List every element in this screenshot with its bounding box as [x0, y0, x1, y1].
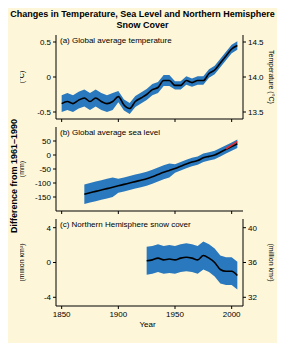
svg-text:-150: -150	[35, 193, 52, 202]
svg-text:-100: -100	[35, 179, 52, 188]
svg-text:Temperature (°C): Temperature (°C)	[267, 50, 275, 104]
svg-text:14.0: 14.0	[248, 73, 264, 82]
svg-text:2000: 2000	[223, 310, 241, 319]
svg-text:-50: -50	[39, 165, 51, 174]
svg-text:0: 0	[47, 73, 52, 82]
svg-text:0: 0	[47, 151, 52, 160]
svg-text:(million km²): (million km²)	[20, 243, 26, 281]
svg-text:0: 0	[47, 258, 52, 267]
html-text:(a) Global average temperature: (a) Global average temperature	[60, 36, 172, 45]
svg-text:1950: 1950	[166, 310, 184, 319]
svg-text:-4: -4	[44, 293, 52, 302]
svg-text:32: 32	[248, 293, 257, 302]
svg-text:1900: 1900	[109, 310, 127, 319]
svg-text:0.5: 0.5	[40, 38, 52, 47]
svg-text:36: 36	[248, 258, 257, 267]
svg-text:50: 50	[42, 137, 51, 146]
html-text:(b) Global average sea level: (b) Global average sea level	[60, 128, 161, 137]
html-text:Changes in Temperature, Sea Le: Changes in Temperature, Sea Level and No…	[10, 9, 275, 30]
html-text:(c) Northern Hemisphere snow c: (c) Northern Hemisphere snow cover	[60, 220, 191, 229]
svg-text:(million km²): (million km²)	[267, 243, 275, 281]
svg-text:14.5: 14.5	[248, 38, 264, 47]
svg-text:(°C): (°C)	[20, 71, 26, 84]
html-text:Year: Year	[139, 320, 156, 329]
svg-text:4: 4	[47, 224, 52, 233]
svg-text:(mm): (mm)	[20, 161, 26, 177]
html-text:Difference from 1961–1990: Difference from 1961–1990	[9, 119, 19, 233]
svg-text:-0.5: -0.5	[37, 108, 51, 117]
svg-text:1850: 1850	[53, 310, 71, 319]
svg-text:13.5: 13.5	[248, 108, 264, 117]
svg-text:40: 40	[248, 224, 257, 233]
